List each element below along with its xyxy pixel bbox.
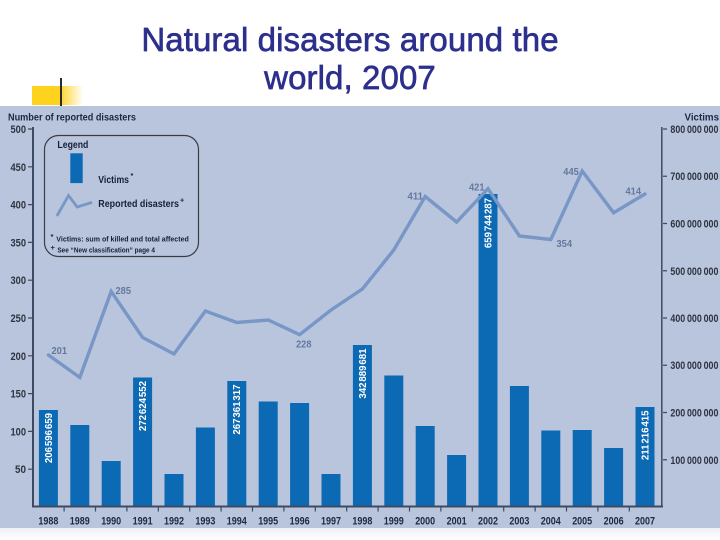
svg-text:414: 414	[626, 186, 642, 198]
svg-text:Victims: Victims	[98, 175, 129, 186]
svg-text:250: 250	[11, 313, 27, 325]
svg-text:411: 411	[408, 191, 424, 203]
svg-text:100: 100	[11, 426, 27, 438]
svg-text:200 000 000: 200 000 000	[670, 408, 718, 420]
svg-text:Victims: sum of killed and tot: Victims: sum of killed and total affecte…	[56, 234, 189, 243]
svg-text:+: +	[51, 243, 56, 252]
svg-text:350: 350	[11, 237, 27, 249]
svg-text:See “New classification” page: See “New classification” page 4	[57, 246, 155, 255]
svg-text:Reported disasters: Reported disasters	[98, 199, 179, 210]
svg-text:1989: 1989	[70, 515, 90, 527]
svg-text:500: 500	[11, 124, 27, 136]
svg-text:700 000 000: 700 000 000	[670, 171, 718, 183]
svg-text:2004: 2004	[541, 515, 562, 527]
svg-text:1999: 1999	[384, 515, 404, 527]
svg-text:400 000 000: 400 000 000	[670, 313, 718, 325]
svg-text:285: 285	[116, 285, 132, 297]
svg-text:201: 201	[52, 345, 68, 357]
svg-text:400: 400	[11, 200, 27, 212]
svg-text:Victims: Victims	[685, 112, 720, 123]
svg-text:2007: 2007	[635, 515, 655, 527]
svg-text:1990: 1990	[101, 515, 121, 527]
svg-text:50: 50	[15, 464, 26, 476]
svg-text:*: *	[51, 232, 54, 241]
svg-text:2001: 2001	[447, 515, 467, 527]
svg-text:445: 445	[563, 166, 579, 178]
svg-text:228: 228	[296, 339, 312, 351]
svg-text:1992: 1992	[164, 515, 184, 527]
svg-text:300 000 000: 300 000 000	[670, 360, 718, 372]
svg-text:1998: 1998	[352, 515, 372, 527]
svg-text:2003: 2003	[509, 515, 529, 527]
svg-text:211 216 415: 211 216 415	[640, 410, 651, 460]
svg-text:500 000 000: 500 000 000	[670, 266, 718, 278]
svg-text:659 744 287: 659 744 287	[483, 198, 494, 248]
svg-text:800 000 000: 800 000 000	[670, 124, 718, 136]
svg-text:342 889 681: 342 889 681	[358, 348, 369, 399]
svg-text:206 596 659: 206 596 659	[44, 412, 55, 463]
svg-text:2002: 2002	[478, 515, 498, 527]
svg-text:100 000 000: 100 000 000	[670, 455, 718, 467]
svg-text:1994: 1994	[227, 515, 248, 527]
svg-text:1997: 1997	[321, 515, 341, 527]
svg-text:2006: 2006	[604, 515, 624, 527]
svg-text:+: +	[180, 196, 184, 205]
svg-text:354: 354	[557, 238, 573, 250]
svg-text:600 000 000: 600 000 000	[670, 219, 718, 231]
svg-text:1996: 1996	[290, 515, 310, 527]
svg-text:150: 150	[11, 389, 27, 401]
svg-text:421: 421	[469, 182, 485, 194]
svg-text:1988: 1988	[38, 515, 58, 527]
svg-text:267 361 317: 267 361 317	[232, 385, 243, 435]
svg-text:300: 300	[11, 275, 27, 287]
svg-text:2005: 2005	[572, 515, 592, 527]
svg-text:1995: 1995	[258, 515, 278, 527]
svg-text:*: *	[131, 171, 134, 180]
svg-text:200: 200	[11, 351, 27, 363]
svg-text:1993: 1993	[195, 515, 215, 527]
svg-text:Number of reported disasters: Number of reported disasters	[8, 112, 136, 123]
svg-text:2000: 2000	[415, 515, 435, 527]
svg-text:1991: 1991	[133, 515, 153, 527]
svg-text:450: 450	[11, 162, 27, 174]
svg-text:272 624 552: 272 624 552	[138, 381, 149, 431]
svg-text:Legend: Legend	[57, 140, 88, 151]
